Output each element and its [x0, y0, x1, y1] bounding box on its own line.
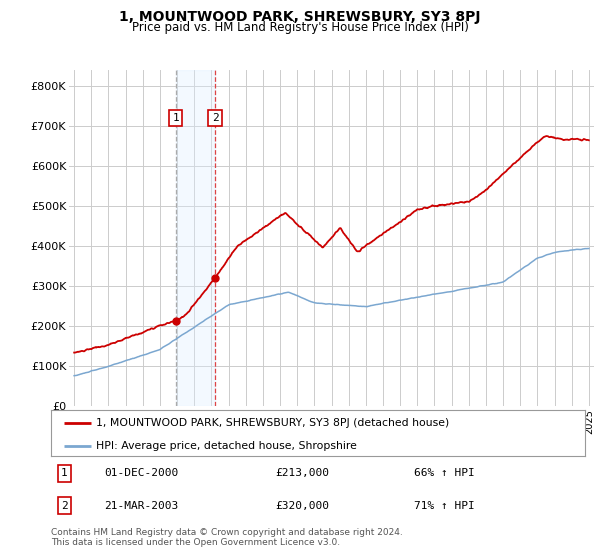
Text: £320,000: £320,000	[275, 501, 329, 511]
Text: 1, MOUNTWOOD PARK, SHREWSBURY, SY3 8PJ (detached house): 1, MOUNTWOOD PARK, SHREWSBURY, SY3 8PJ (…	[97, 418, 449, 428]
Text: HPI: Average price, detached house, Shropshire: HPI: Average price, detached house, Shro…	[97, 441, 357, 451]
Text: 2: 2	[61, 501, 68, 511]
Text: 1: 1	[61, 468, 68, 478]
Text: Contains HM Land Registry data © Crown copyright and database right 2024.
This d: Contains HM Land Registry data © Crown c…	[51, 528, 403, 547]
Text: 1, MOUNTWOOD PARK, SHREWSBURY, SY3 8PJ: 1, MOUNTWOOD PARK, SHREWSBURY, SY3 8PJ	[119, 10, 481, 24]
Text: 66% ↑ HPI: 66% ↑ HPI	[414, 468, 475, 478]
Text: Price paid vs. HM Land Registry's House Price Index (HPI): Price paid vs. HM Land Registry's House …	[131, 21, 469, 34]
Text: £213,000: £213,000	[275, 468, 329, 478]
Text: 71% ↑ HPI: 71% ↑ HPI	[414, 501, 475, 511]
Text: 01-DEC-2000: 01-DEC-2000	[104, 468, 179, 478]
Text: 1: 1	[172, 113, 179, 123]
Text: 21-MAR-2003: 21-MAR-2003	[104, 501, 179, 511]
Text: 2: 2	[212, 113, 218, 123]
Bar	[176, 70, 215, 406]
